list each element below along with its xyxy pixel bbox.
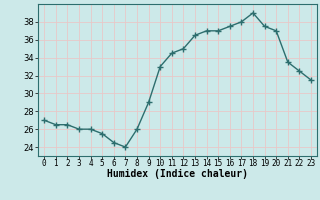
X-axis label: Humidex (Indice chaleur): Humidex (Indice chaleur) [107,169,248,179]
